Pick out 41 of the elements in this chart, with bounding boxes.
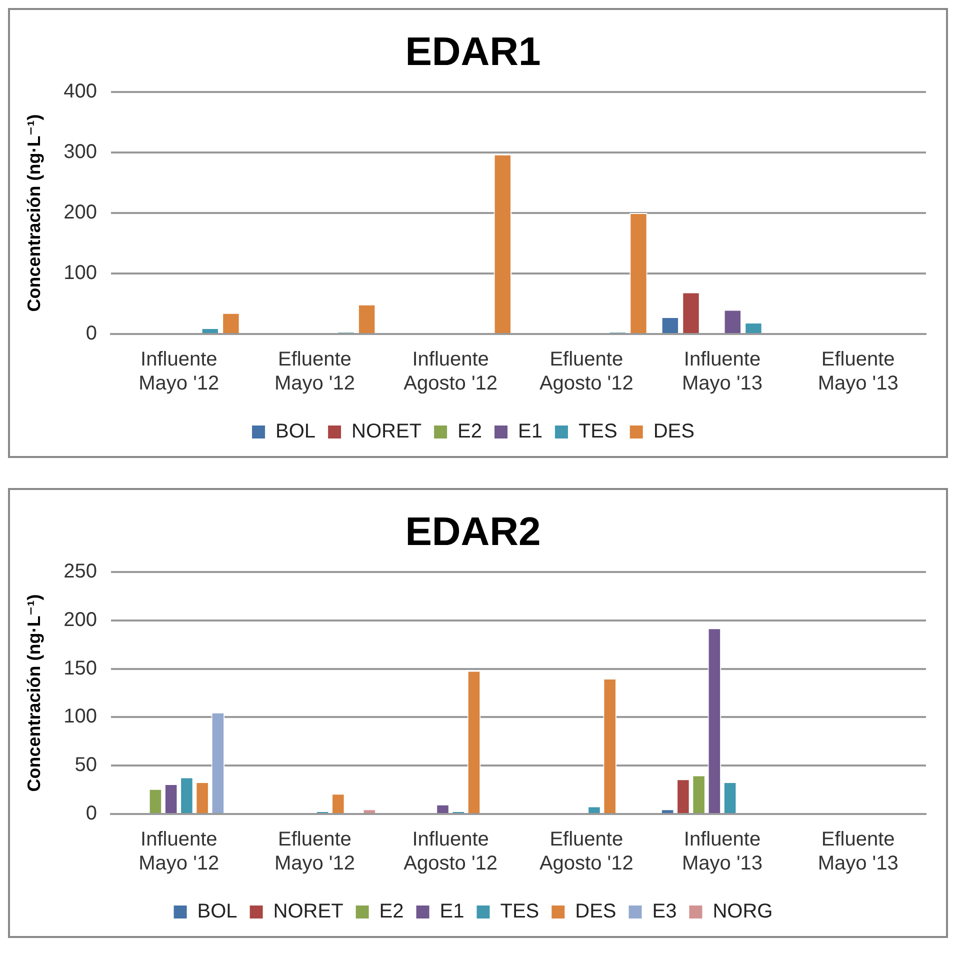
x-tick-label: Influente Agosto '12 <box>404 828 498 875</box>
legend-label: DES <box>575 900 616 923</box>
y-tick-label: 50 <box>74 754 97 776</box>
x-tick-label: Influente Agosto '12 <box>404 348 498 395</box>
legend-label: BOL <box>197 900 238 923</box>
y-tick-label: 200 <box>64 202 97 224</box>
x-tick-label: Efluente Agosto '12 <box>539 348 634 395</box>
y-tick-label: 0 <box>86 802 97 825</box>
x-tick-label: Efluente Agosto '12 <box>539 828 634 875</box>
legend-label: E2 <box>458 420 482 443</box>
legend-label: E3 <box>652 900 677 923</box>
legend-label: E2 <box>379 900 404 923</box>
y-tick-label: 100 <box>64 706 97 728</box>
y-axis-title: Concentración (ng·L⁻¹) <box>24 114 44 312</box>
x-tick-label: Efluente Mayo '13 <box>818 348 898 395</box>
legend-label: E1 <box>518 420 542 443</box>
y-tick-label: 300 <box>64 141 97 164</box>
legend-label: TES <box>578 420 618 443</box>
chart-title: EDAR1 <box>405 30 541 74</box>
x-tick-label: Efluente Mayo '13 <box>818 828 898 875</box>
x-tick-label: Efluente Mayo '12 <box>274 828 355 875</box>
legend-label: DES <box>653 420 694 443</box>
y-tick-label: 400 <box>64 80 97 103</box>
legend-label: NORG <box>712 900 773 923</box>
y-tick-label: 200 <box>64 608 97 631</box>
x-tick-label: Influente Mayo '12 <box>138 828 220 875</box>
x-tick-label: Influente Mayo '13 <box>682 828 763 875</box>
y-axis-title: Concentración (ng·L⁻¹) <box>24 594 44 792</box>
legend-label: E1 <box>440 900 464 923</box>
y-tick-label: 100 <box>64 262 97 284</box>
legend-label: BOL <box>276 420 316 443</box>
y-tick-label: 250 <box>64 560 97 583</box>
legend-label: TES <box>500 900 540 923</box>
x-tick-label: Influente Mayo '12 <box>138 348 220 395</box>
x-tick-label: Efluente Mayo '12 <box>274 348 355 395</box>
y-tick-label: 150 <box>64 657 97 680</box>
legend-label: NORET <box>352 420 422 443</box>
x-tick-label: Influente Mayo '13 <box>682 348 763 395</box>
chart-title: EDAR2 <box>405 510 541 554</box>
legend-label: NORET <box>273 900 344 923</box>
y-tick-label: 0 <box>86 322 97 345</box>
